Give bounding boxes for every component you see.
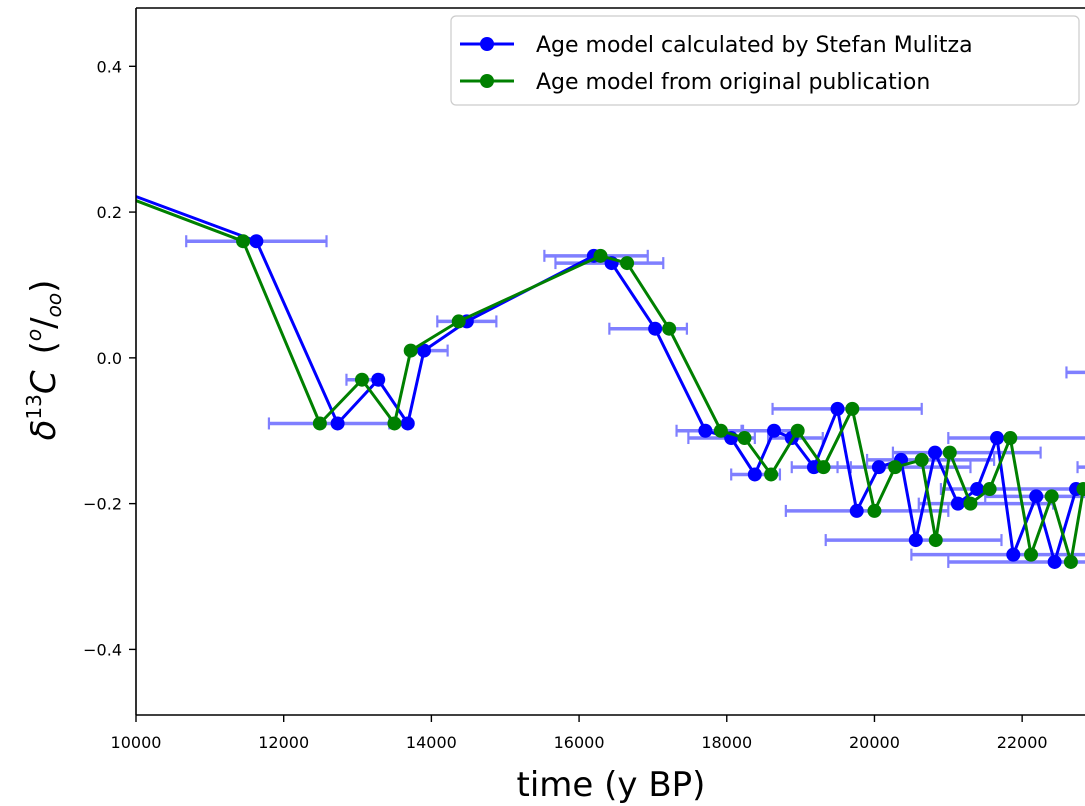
data-point [1024,547,1039,562]
plot-area [92,176,1085,569]
legend-label-blue: Age model calculated by Stefan Mulitza [536,33,973,58]
data-point [698,423,713,438]
y-label-superscript: 13 [22,394,46,419]
data-point [767,423,782,438]
data-point [928,445,943,460]
data-point [648,321,663,336]
series-lines [92,176,1085,569]
data-point [330,416,345,431]
x-axis-label: time (y BP) [517,765,706,805]
series-1 [92,180,1085,569]
y-label-delta: δ [24,420,64,441]
error-bar [865,453,996,466]
data-point [950,496,965,511]
error-bar [891,446,1042,459]
data-point [249,234,264,249]
y-label-main: C [24,370,64,394]
data-point [371,372,386,387]
legend-marker-green [480,74,494,88]
data-point [871,460,886,475]
data-point [662,321,677,336]
data-point [1063,554,1078,569]
data-point [1029,489,1044,504]
data-point [417,343,431,358]
tick-labels: 10000 12000 14000 16000 18000 20000 22000 −0.4 −… [83,57,1047,752]
x-tick-label: 12000 [258,733,309,752]
y-axis-label: δ13C (o/oo) [22,280,66,441]
data-point [764,467,779,482]
y-label-unit-sub: oo [42,293,66,317]
data-point [845,401,860,416]
error-bar [267,417,391,430]
data-point [942,445,957,460]
error-bar [947,432,1085,445]
data-point [92,176,106,190]
data-point [830,401,845,416]
data-point [928,533,943,548]
y-tick-label: 0.2 [97,203,122,222]
data-point [908,533,923,548]
data-point [990,431,1005,446]
error-bars [185,235,1085,568]
data-point [400,416,415,431]
data-point [236,234,251,249]
data-point [970,482,985,497]
y-tick-label: 0.0 [97,349,122,368]
tick-marks [129,65,1023,722]
axes-frame [135,7,1085,716]
data-point [713,423,728,438]
error-bar [1065,366,1085,379]
data-point [312,416,327,431]
data-point [816,460,831,475]
error-bar [947,555,1085,568]
data-point [914,452,929,467]
legend-label-green: Age model from original publication [536,70,930,95]
x-tick-label: 18000 [701,733,752,752]
data-point [1006,547,1021,562]
data-point [806,460,821,475]
data-point [982,482,997,497]
data-point [1076,482,1085,497]
data-point [790,423,805,438]
legend: Age model calculated by Stefan Mulitza A… [450,15,1080,106]
y-tick-label: 0.4 [97,57,122,76]
y-label-unit-sup: o [22,329,46,341]
series-line [136,194,1085,564]
x-tick-label: 14000 [406,733,457,752]
data-point [1003,431,1018,446]
data-point [387,416,402,431]
x-tick-label: 10000 [111,733,162,752]
data-point [354,372,369,387]
x-tick-label: 22000 [997,733,1048,752]
y-label-slash: / [24,317,64,329]
legend-marker-blue [480,37,494,51]
y-label-paren-close: ) [24,280,64,293]
data-point [92,180,106,194]
y-tick-label: −0.2 [83,495,122,514]
y-tick-label: −0.4 [83,640,122,659]
data-point [867,503,882,518]
data-point [1047,554,1062,569]
data-point [593,248,608,263]
data-point [451,314,466,329]
data-point [620,256,635,271]
x-tick-label: 16000 [554,733,605,752]
data-point [737,431,752,446]
data-point [403,343,418,358]
y-label-paren-open: ( [24,341,64,354]
error-bar [1076,461,1085,474]
x-tick-label: 20000 [849,733,900,752]
data-point [747,467,762,482]
data-point [963,496,978,511]
legend-box [450,15,1080,106]
data-point [888,460,903,475]
data-point [1044,489,1059,504]
data-point [849,503,864,518]
